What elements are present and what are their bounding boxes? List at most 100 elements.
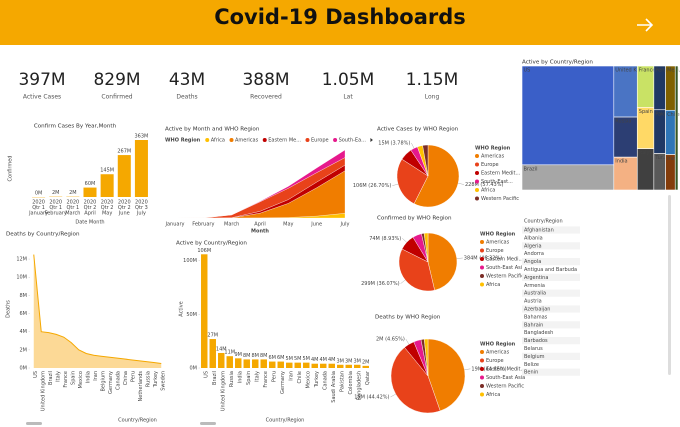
slicer-item[interactable]: [522, 234, 580, 242]
x-tick-label: Germany: [108, 371, 114, 394]
slicer-item-label[interactable]: Benin: [524, 370, 538, 376]
slicer-item[interactable]: [522, 313, 580, 321]
x-axis-label: Country/Region: [118, 418, 157, 424]
pie-slice: [427, 338, 466, 412]
x-axis-label: Month: [251, 229, 269, 235]
slicer-item-label[interactable]: Armenia: [524, 283, 545, 289]
y-tick-label: 0M: [190, 366, 198, 372]
legend-marker: [305, 138, 310, 142]
legend-marker: [480, 358, 484, 363]
legend-label: South-East...: [481, 179, 513, 185]
x-tick-label: Italy: [254, 371, 260, 382]
pie-slice: [422, 144, 429, 177]
slicer-item[interactable]: [522, 265, 580, 274]
next-arrow[interactable]: [637, 18, 654, 32]
legend-marker: [480, 367, 484, 371]
slicer-item[interactable]: [522, 281, 580, 289]
legend-marker: [480, 257, 484, 261]
slicer-item-label[interactable]: Barbados: [524, 338, 548, 344]
slicer-item[interactable]: [522, 258, 580, 266]
scrollbar[interactable]: [26, 422, 42, 425]
x-tick-label: Bangladesh: [356, 371, 362, 400]
slicer-item[interactable]: [522, 352, 580, 360]
x-tick-label: US: [33, 371, 39, 378]
slicer-item-label[interactable]: Belgium: [524, 354, 545, 360]
legend-label: Eastern Medi...: [486, 257, 524, 263]
treemap-tile[interactable]: [521, 164, 615, 191]
legend-label: Americas: [481, 154, 505, 160]
treemap-tile[interactable]: [521, 65, 615, 166]
bar: [218, 352, 225, 368]
scrollbar[interactable]: [668, 195, 671, 375]
slicer-item[interactable]: [522, 289, 580, 297]
slicer-item-label[interactable]: Belize: [524, 362, 539, 368]
slicer-item-label[interactable]: Bahamas: [524, 314, 548, 320]
legend-more[interactable]: [370, 138, 373, 142]
slicer-item-label[interactable]: Antigua and Barbuda: [524, 267, 577, 273]
slicer-item-label[interactable]: Belarus: [524, 346, 543, 352]
slicer-item-label[interactable]: Bangladesh: [524, 330, 553, 336]
slicer-item[interactable]: [522, 337, 580, 345]
leader-line: [390, 393, 396, 398]
slicer-item-label[interactable]: Algeria: [524, 243, 542, 249]
bar: [303, 362, 310, 368]
legend-marker: [480, 240, 484, 244]
slicer-item-label[interactable]: Argentina: [524, 275, 548, 281]
slicer-item-label[interactable]: Azerbaijan: [524, 307, 550, 313]
slicer-item[interactable]: [522, 368, 580, 376]
leader-line: [402, 238, 407, 243]
data-label: 8M: [243, 353, 251, 359]
treemap-tile[interactable]: [613, 65, 638, 118]
bar: [260, 359, 267, 368]
pie-slice: [396, 158, 429, 204]
treemap-tile[interactable]: [674, 65, 679, 191]
slicer-item-label[interactable]: Austria: [524, 299, 542, 305]
slicer-item[interactable]: [522, 297, 580, 305]
x-tick-label: Peru: [130, 371, 136, 382]
chart-title: Confirm Cases By Year,Month: [34, 124, 117, 130]
bar: [134, 140, 148, 197]
legend-label: Western Pacific: [481, 196, 519, 202]
x-tick-label: 2020: [66, 200, 79, 206]
data-label: 4M: [311, 357, 319, 363]
slicer-item[interactable]: [522, 360, 580, 368]
y-axis-label: Confirmed: [8, 156, 14, 182]
slicer-item-label[interactable]: Albania: [524, 235, 543, 241]
legend-marker: [480, 265, 484, 270]
slicer-item[interactable]: [522, 305, 580, 313]
legend-label: Western Pacific: [486, 274, 524, 280]
slicer-item-label[interactable]: Andorra: [524, 251, 544, 257]
slicer-item[interactable]: [522, 329, 580, 337]
x-tick-label: February: [45, 211, 67, 217]
legend-marker: [480, 248, 484, 253]
data-label: 106M (26.70%): [353, 183, 391, 189]
slicer-item[interactable]: [522, 250, 580, 258]
data-label: 0M: [35, 191, 43, 197]
x-tick-label: Qatar: [365, 370, 371, 385]
slicer-item[interactable]: [522, 273, 580, 281]
tile-label: Russia: [615, 119, 631, 125]
data-label: 19M (44.65%): [471, 366, 506, 372]
bar: [83, 187, 97, 197]
slicer-item[interactable]: [522, 321, 580, 329]
x-tick-label: Qtr 2: [84, 205, 97, 211]
leader-line: [400, 279, 406, 284]
legend-label: Eastern Medit...: [481, 171, 521, 177]
x-tick-label: India: [237, 371, 243, 383]
slicer-item-label[interactable]: Bahrain: [524, 322, 543, 328]
slicer-item[interactable]: [522, 242, 580, 250]
slicer-item[interactable]: [522, 226, 580, 234]
slicer-item-label[interactable]: Angola: [524, 259, 541, 265]
scrollbar[interactable]: [200, 422, 216, 425]
slicer-item-label[interactable]: Afghanistan: [524, 228, 554, 234]
slicer-item[interactable]: [522, 344, 580, 353]
x-tick-label: Sweden: [160, 371, 166, 391]
data-label: 8M: [260, 353, 268, 359]
kpi-value: 388M: [242, 70, 289, 90]
x-tick-label: February: [192, 222, 214, 228]
x-tick-label: Germany: [280, 371, 286, 394]
bar: [337, 364, 344, 368]
kpi-label: Confirmed: [101, 94, 132, 101]
kpi-label: Recovered: [250, 94, 282, 101]
slicer-item-label[interactable]: Australia: [524, 291, 546, 297]
